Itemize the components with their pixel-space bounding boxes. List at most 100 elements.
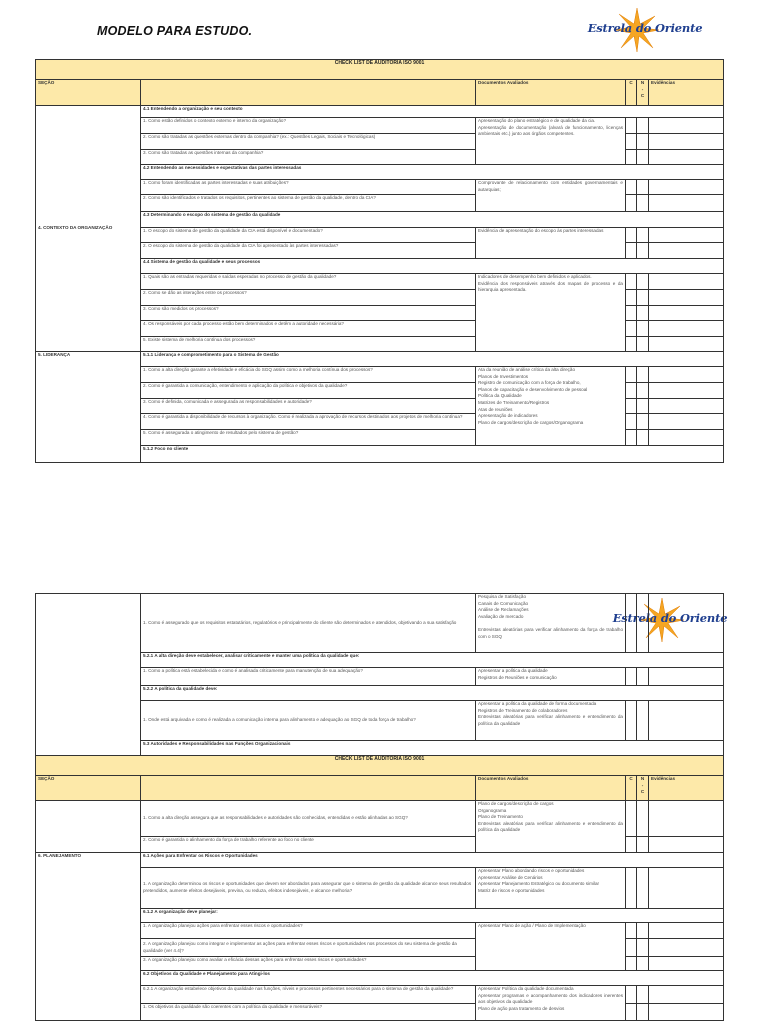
evidence-field[interactable]: [647, 133, 725, 150]
non-compliant-checkbox[interactable]: [636, 149, 649, 165]
compliant-checkbox[interactable]: [625, 985, 637, 1004]
evidence-field[interactable]: [647, 273, 725, 290]
non-compliant-checkbox[interactable]: [636, 1003, 649, 1021]
non-compliant-checkbox[interactable]: [636, 700, 649, 741]
compliant-checkbox[interactable]: [625, 956, 637, 971]
header-nc: N-C: [636, 775, 649, 801]
compliant-checkbox[interactable]: [625, 242, 637, 259]
compliant-checkbox[interactable]: [625, 320, 637, 337]
compliant-checkbox[interactable]: [625, 179, 637, 195]
evidence-field[interactable]: [647, 305, 725, 321]
evidence-field[interactable]: [647, 289, 725, 306]
non-compliant-checkbox[interactable]: [636, 413, 649, 430]
documents-evaluated: Apresentar a política da qualidade de fo…: [475, 700, 626, 741]
non-compliant-checkbox[interactable]: [636, 289, 649, 306]
non-compliant-checkbox[interactable]: [636, 194, 649, 212]
evidence-field[interactable]: [647, 117, 725, 134]
compliant-checkbox[interactable]: [625, 413, 637, 430]
document-line: Plano de cargos/descrição de cargos/Orga…: [478, 419, 584, 425]
compliant-checkbox[interactable]: [625, 194, 637, 212]
compliant-checkbox[interactable]: [625, 867, 637, 909]
compliant-checkbox[interactable]: [625, 117, 637, 134]
compliant-checkbox[interactable]: [625, 667, 637, 686]
question-text: 1. O escopo do sistema de gestão da qual…: [140, 227, 476, 243]
non-compliant-checkbox[interactable]: [636, 836, 649, 853]
non-compliant-checkbox[interactable]: [636, 133, 649, 150]
evidence-field[interactable]: [647, 227, 725, 243]
compliant-checkbox[interactable]: [625, 305, 637, 321]
compliant-checkbox[interactable]: [625, 149, 637, 165]
evidence-field[interactable]: [647, 382, 725, 399]
non-compliant-checkbox[interactable]: [636, 922, 649, 939]
compliant-checkbox[interactable]: [625, 836, 637, 853]
compliant-checkbox[interactable]: [625, 227, 637, 243]
compliant-checkbox[interactable]: [625, 336, 637, 352]
evidence-field[interactable]: [647, 985, 725, 1004]
evidence-field[interactable]: [647, 938, 725, 957]
evidence-field[interactable]: [647, 242, 725, 259]
compliant-checkbox[interactable]: [625, 289, 637, 306]
non-compliant-checkbox[interactable]: [636, 398, 649, 414]
non-compliant-checkbox[interactable]: [636, 117, 649, 134]
non-compliant-checkbox[interactable]: [636, 273, 649, 290]
evidence-field[interactable]: [647, 429, 725, 446]
non-compliant-checkbox[interactable]: [636, 227, 649, 243]
evidence-field[interactable]: [647, 179, 725, 195]
compliant-checkbox[interactable]: [625, 366, 637, 383]
compliant-checkbox[interactable]: [625, 700, 637, 741]
non-compliant-checkbox[interactable]: [636, 956, 649, 971]
question-row: 3. Como é definida, comunicada e assegur…: [36, 398, 725, 414]
compliant-checkbox[interactable]: [625, 133, 637, 150]
document-line: Apresentar a política da qualidade de fo…: [478, 701, 597, 707]
non-compliant-checkbox[interactable]: [636, 242, 649, 259]
non-compliant-checkbox[interactable]: [636, 305, 649, 321]
question-text: 2. Como se dão as interações entre os pr…: [140, 289, 476, 306]
evidence-field[interactable]: [648, 667, 724, 686]
header-question-blank: [140, 79, 476, 106]
evidence-field[interactable]: [647, 320, 725, 337]
evidence-field[interactable]: [647, 1003, 725, 1021]
evidence-field[interactable]: [647, 366, 725, 383]
compliant-checkbox[interactable]: [625, 382, 637, 399]
non-compliant-checkbox[interactable]: [636, 336, 649, 352]
compliant-checkbox[interactable]: [625, 1003, 637, 1021]
compliant-checkbox[interactable]: [625, 429, 637, 446]
evidence-field[interactable]: [647, 867, 725, 909]
non-compliant-checkbox[interactable]: [636, 985, 649, 1004]
evidence-field[interactable]: [647, 956, 725, 971]
header-nc-part: C: [640, 789, 645, 795]
evidence-field[interactable]: [647, 149, 725, 165]
compliant-checkbox[interactable]: [625, 593, 637, 653]
non-compliant-checkbox[interactable]: [636, 667, 649, 686]
header-c: C: [625, 775, 637, 801]
evidence-field[interactable]: [647, 836, 725, 853]
non-compliant-checkbox[interactable]: [636, 320, 649, 337]
question-row: 1. A organização planejou ações para enf…: [36, 922, 725, 971]
evidence-field[interactable]: [647, 398, 725, 414]
non-compliant-checkbox[interactable]: [636, 938, 649, 957]
non-compliant-checkbox[interactable]: [636, 867, 649, 909]
non-compliant-checkbox[interactable]: [636, 382, 649, 399]
evidence-field[interactable]: [648, 700, 724, 741]
document-line: Ata da reunião de análise crítica da alt…: [478, 367, 576, 373]
compliant-checkbox[interactable]: [625, 273, 637, 290]
compliant-checkbox[interactable]: [625, 938, 637, 957]
non-compliant-checkbox[interactable]: [636, 593, 649, 653]
evidence-field[interactable]: [647, 336, 725, 352]
evidence-field[interactable]: [647, 194, 725, 212]
compliant-checkbox[interactable]: [625, 398, 637, 414]
non-compliant-checkbox[interactable]: [636, 366, 649, 383]
non-compliant-checkbox[interactable]: [636, 429, 649, 446]
document-line: Entrevistas aleatórias para verificar al…: [478, 714, 623, 726]
evidence-field[interactable]: [647, 413, 725, 430]
document-line: Matrizes de Treinamento/Registros: [478, 399, 550, 405]
non-compliant-checkbox[interactable]: [636, 179, 649, 195]
compliant-checkbox[interactable]: [625, 922, 637, 939]
header-nc: N-C: [636, 79, 649, 106]
evidence-field[interactable]: [647, 800, 725, 837]
evidence-field[interactable]: [647, 922, 725, 939]
evidence-field[interactable]: [648, 593, 724, 653]
non-compliant-checkbox[interactable]: [636, 800, 649, 837]
document-line: Evidência dos responsáveis através dos m…: [478, 280, 623, 293]
compliant-checkbox[interactable]: [625, 800, 637, 837]
